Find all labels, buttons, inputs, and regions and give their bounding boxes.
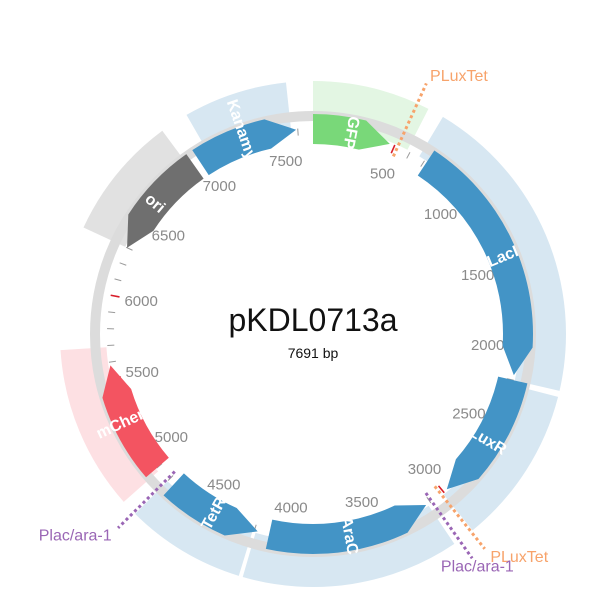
tick-label: 1500 bbox=[461, 267, 494, 284]
feature-arac: AraC bbox=[265, 504, 427, 557]
feature-arrow bbox=[265, 504, 427, 554]
tick-label: 4000 bbox=[274, 500, 307, 517]
site-line bbox=[433, 485, 486, 550]
tick-label: 500 bbox=[370, 165, 395, 182]
outer-arc-3 bbox=[443, 385, 559, 531]
minor-tick bbox=[108, 360, 116, 363]
feature-label: AraC bbox=[337, 515, 361, 556]
feature-label: GFP bbox=[339, 115, 362, 151]
minor-tick bbox=[167, 475, 174, 481]
site-line bbox=[116, 470, 176, 530]
tick-label: 2500 bbox=[452, 406, 485, 423]
minor-tick bbox=[420, 160, 425, 167]
tick-label: 2000 bbox=[471, 337, 504, 354]
feature-tetr: TetR bbox=[163, 473, 258, 536]
tick-label: 7500 bbox=[269, 153, 302, 170]
tick-label: 3000 bbox=[408, 461, 441, 478]
feature-arrow bbox=[417, 150, 533, 376]
minor-tick bbox=[108, 311, 116, 314]
tick-label: 3500 bbox=[345, 494, 378, 511]
tick-label: 6500 bbox=[152, 228, 185, 245]
feature-arrow bbox=[102, 365, 169, 478]
plasmid-name: pKDL0713a bbox=[228, 302, 397, 338]
site-1: PLuxTet bbox=[433, 485, 549, 566]
minor-tick bbox=[297, 128, 299, 136]
tick-label: 6000 bbox=[124, 293, 157, 310]
outer-arc-7 bbox=[83, 130, 190, 247]
minor-tick bbox=[119, 262, 127, 266]
feature-arrow bbox=[313, 114, 390, 150]
site-label: PLuxTet bbox=[490, 549, 548, 566]
feature-luxr: LuxR bbox=[446, 376, 528, 490]
minor-tick bbox=[426, 496, 432, 504]
site-label: Plac/ara-1 bbox=[39, 527, 112, 544]
site-label: PLuxTet bbox=[430, 68, 488, 85]
feature-arrow bbox=[127, 154, 204, 248]
outer-arc-5 bbox=[135, 481, 253, 576]
tick-label: 7000 bbox=[203, 178, 236, 195]
plasmid-length: 7691 bp bbox=[288, 345, 339, 361]
tick-label: 4500 bbox=[207, 477, 240, 494]
site-line bbox=[424, 492, 474, 560]
minor-tick bbox=[125, 246, 133, 251]
tick-label: 5500 bbox=[125, 364, 158, 381]
tick-label: 1000 bbox=[424, 206, 457, 223]
feature-ori: ori bbox=[127, 154, 204, 248]
feature-arrow bbox=[163, 473, 258, 536]
minor-tick bbox=[406, 152, 411, 159]
tick-label: 5000 bbox=[155, 429, 188, 446]
major-tick bbox=[110, 294, 120, 298]
site-label: Plac/ara-1 bbox=[441, 559, 514, 576]
major-tick bbox=[437, 485, 445, 494]
feature-laci: LacI bbox=[417, 150, 533, 376]
major-tick bbox=[390, 144, 396, 154]
site-2: Plac/ara-1 bbox=[424, 492, 514, 576]
feature-arrow bbox=[192, 119, 297, 176]
site-line bbox=[392, 82, 428, 157]
tick-labels: 500 1000 1500 2000 2500 3000 3500 4000 4500 5000 5… bbox=[124, 153, 504, 516]
feature-arrow bbox=[446, 376, 528, 490]
feature-gfp: GFP bbox=[313, 114, 390, 151]
site-0: PLuxTet bbox=[392, 68, 488, 157]
site-3: Plac/ara-1 bbox=[39, 470, 176, 544]
minor-tick bbox=[114, 278, 122, 282]
